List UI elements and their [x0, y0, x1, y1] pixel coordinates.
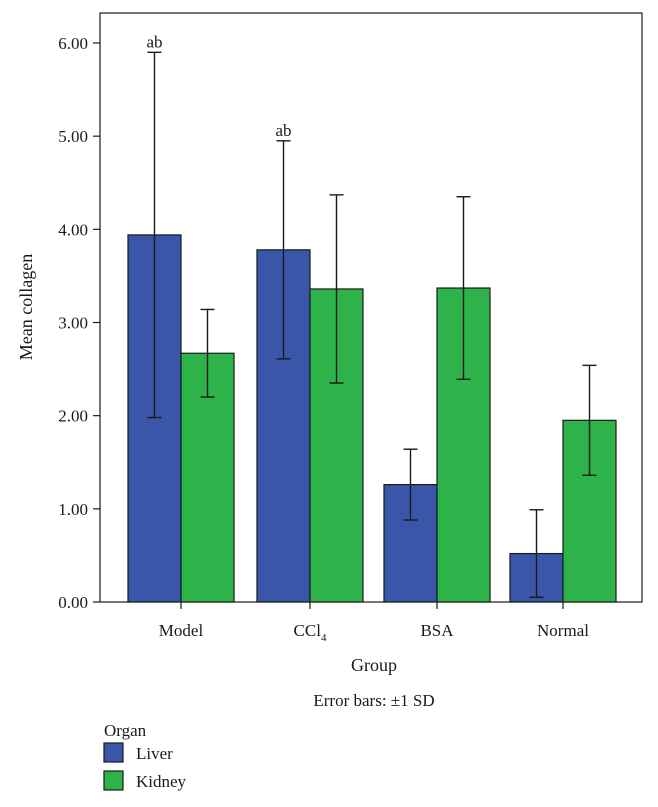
- legend: Organ Liver Kidney: [103, 721, 187, 791]
- significance-label: ab: [146, 32, 162, 51]
- y-tick-label: 5.00: [58, 127, 88, 146]
- bars: [127, 234, 617, 603]
- y-tick-label: 6.00: [58, 34, 88, 53]
- x-tick-label: Model: [159, 621, 204, 640]
- legend-swatch-liver: [103, 742, 124, 763]
- plot-frame: [99, 12, 643, 603]
- legend-label-liver: Liver: [136, 744, 173, 763]
- y-tick-label: 2.00: [58, 407, 88, 426]
- x-tick-label: BSA: [420, 621, 454, 640]
- x-tick-label: Normal: [537, 621, 589, 640]
- y-tick-label: 0.00: [58, 593, 88, 612]
- y-axis-title: Mean collagen: [16, 254, 36, 360]
- y-tick-label: 4.00: [58, 220, 88, 239]
- y-tick-label: 3.00: [58, 314, 88, 333]
- error-bar-note: Error bars: ±1 SD: [313, 691, 434, 710]
- legend-title: Organ: [104, 721, 147, 740]
- x-axis-title: Group: [351, 655, 397, 675]
- y-axis: 0.00 1.00 2.00 3.00 4.00 5.00 6.00: [58, 34, 100, 612]
- legend-swatch-kidney: [103, 770, 124, 791]
- x-tick-label: CCl4: [294, 621, 327, 644]
- y-tick-label: 1.00: [58, 500, 88, 519]
- significance-label: ab: [275, 121, 291, 140]
- x-axis: Model CCl4 BSA Normal: [159, 602, 589, 644]
- error-bars: [147, 51, 597, 599]
- legend-label-kidney: Kidney: [136, 772, 187, 791]
- annotations: ab ab: [146, 32, 291, 140]
